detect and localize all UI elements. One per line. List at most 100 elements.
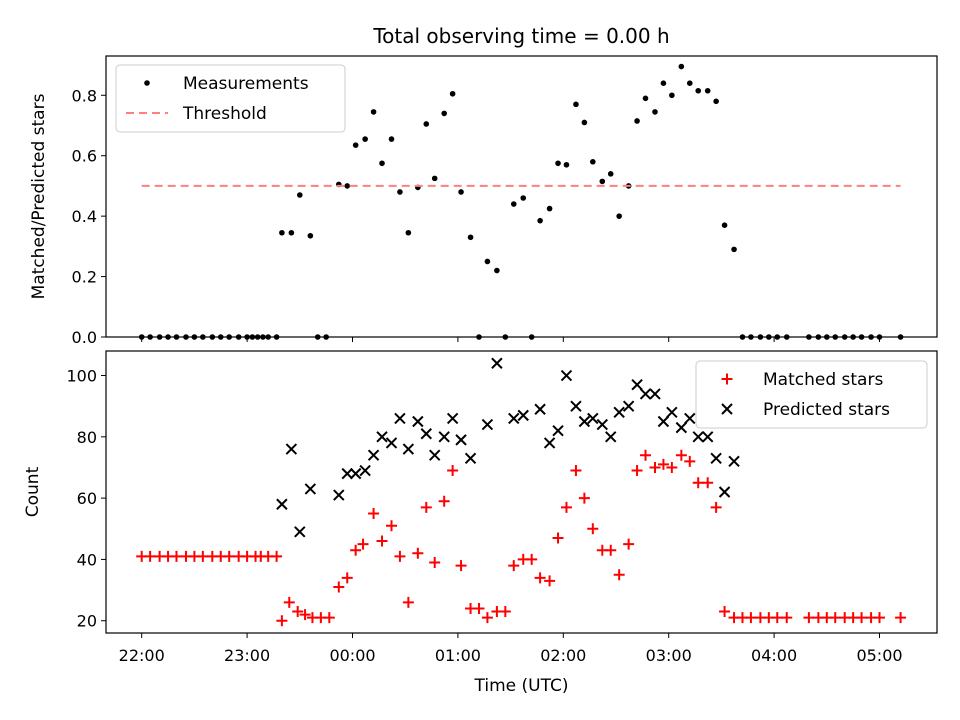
- predicted-stars-point: [692, 431, 704, 443]
- measurement-point: [297, 192, 303, 198]
- matched-stars-point: [675, 449, 687, 461]
- matched-stars-point: [385, 520, 397, 532]
- measurement-point: [573, 101, 579, 108]
- matched-stars-point: [271, 550, 283, 562]
- matched-stars-point: [856, 612, 868, 624]
- y-tick-label: 80: [77, 428, 97, 447]
- x-tick-label: 05:00: [856, 646, 902, 665]
- measurement-point: [362, 136, 368, 142]
- x-tick-label: 03:00: [646, 646, 692, 665]
- predicted-stars-point: [587, 412, 599, 425]
- predicted-stars-point: [613, 406, 625, 419]
- matched-stars-point: [745, 612, 757, 624]
- matched-stars-point: [605, 544, 617, 556]
- predicted-stars-point: [728, 455, 740, 468]
- measurement-point: [431, 175, 438, 182]
- measurement-point: [607, 171, 614, 177]
- measurement-point: [352, 142, 359, 148]
- matched-stars-point: [552, 532, 564, 544]
- matched-stars-point: [323, 612, 335, 624]
- matched-stars-point: [394, 550, 406, 562]
- legend: Matched stars Predicted stars: [695, 360, 928, 429]
- predicted-stars-point: [464, 452, 477, 464]
- measurement-point: [379, 160, 385, 167]
- x-tick-label: 00:00: [329, 646, 375, 665]
- matched-stars-point: [197, 550, 209, 562]
- predicted-stars-point: [543, 437, 556, 449]
- matched-stars-point: [526, 553, 538, 565]
- matched-stars-point: [412, 547, 424, 559]
- legend-marker-measurements: [144, 80, 150, 86]
- predicted-stars-point: [304, 483, 317, 495]
- chart-title: Total observing time = 0.00 h: [372, 24, 669, 48]
- predicted-stars-point: [631, 379, 643, 391]
- matched-stars-point: [710, 501, 722, 513]
- predicted-stars-point: [402, 443, 415, 455]
- predicted-stars-point: [333, 489, 345, 501]
- bottom-chart: 20 40 60 80 100 22:00 23:00 00:00 01:00 02:00 03:0…: [23, 350, 938, 696]
- measurement-point: [288, 229, 295, 236]
- matched-stars-point: [623, 538, 635, 550]
- measurement-point: [669, 92, 675, 99]
- measurement-point: [555, 160, 561, 167]
- predicted-stars-point: [534, 403, 546, 415]
- measurement-point: [494, 267, 500, 274]
- axes-frame: [105, 55, 938, 338]
- legend: Measurements Threshold: [115, 64, 346, 133]
- predicted-stars-point: [481, 418, 494, 431]
- measurement-point: [467, 234, 474, 241]
- measurement-point: [397, 189, 403, 195]
- predicted-stars-point: [596, 418, 609, 431]
- measurement-point: [731, 246, 737, 253]
- x-tick-label: 01:00: [435, 646, 481, 665]
- matched-stars-point: [420, 501, 432, 513]
- predicted-stars-point: [446, 412, 459, 425]
- y-tick-label: 100: [66, 367, 97, 386]
- x-tick-label: 23:00: [224, 646, 270, 665]
- measurement-point: [344, 183, 351, 189]
- predicted-stars-point: [570, 400, 582, 412]
- predicted-stars-point: [294, 526, 306, 538]
- predicted-stars-point: [412, 415, 424, 428]
- matched-stars-point: [341, 572, 353, 584]
- matched-stars-point: [447, 465, 459, 477]
- predicted-stars-point: [578, 415, 591, 428]
- matched-stars-point: [357, 538, 369, 550]
- matched-stars-point: [829, 612, 841, 624]
- measurement-point: [634, 118, 640, 124]
- measurement-point: [279, 229, 285, 236]
- legend-label: Matched stars: [763, 370, 883, 390]
- matched-stars-point: [499, 606, 511, 618]
- predicted-stars-point: [349, 467, 362, 480]
- matched-stars-point: [640, 449, 652, 461]
- predicted-stars-point: [285, 443, 298, 455]
- axes-frame: [105, 350, 938, 634]
- measurement-point: [546, 205, 553, 212]
- measurement-point: [484, 258, 491, 265]
- matched-stars-point: [578, 492, 590, 504]
- matched-stars-point: [666, 461, 678, 473]
- predicted-stars-point: [718, 486, 731, 498]
- matched-stars-point: [649, 461, 661, 473]
- predicted-stars-point: [710, 452, 722, 464]
- matched-stars-point: [570, 465, 582, 477]
- measurement-point: [370, 109, 377, 115]
- predicted-stars-point: [560, 369, 573, 382]
- predicted-stars-point: [666, 406, 678, 419]
- matched-stars-point: [292, 606, 304, 618]
- predicted-stars-point: [657, 415, 670, 428]
- measurement-point: [458, 189, 464, 195]
- predicted-stars-point: [701, 431, 714, 443]
- plot-area: [136, 357, 907, 627]
- predicted-stars-point: [420, 428, 432, 440]
- matched-stars-point: [613, 569, 625, 581]
- matched-stars-point: [803, 612, 815, 624]
- y-tick-label: 40: [77, 550, 97, 569]
- y-axis-label: Matched/Predicted stars: [29, 93, 49, 299]
- x-tick-label: 04:00: [751, 646, 797, 665]
- measurement-point: [704, 87, 711, 94]
- measurement-point: [686, 80, 693, 86]
- measurement-point: [678, 63, 685, 70]
- y-tick-label: 0.2: [72, 268, 97, 287]
